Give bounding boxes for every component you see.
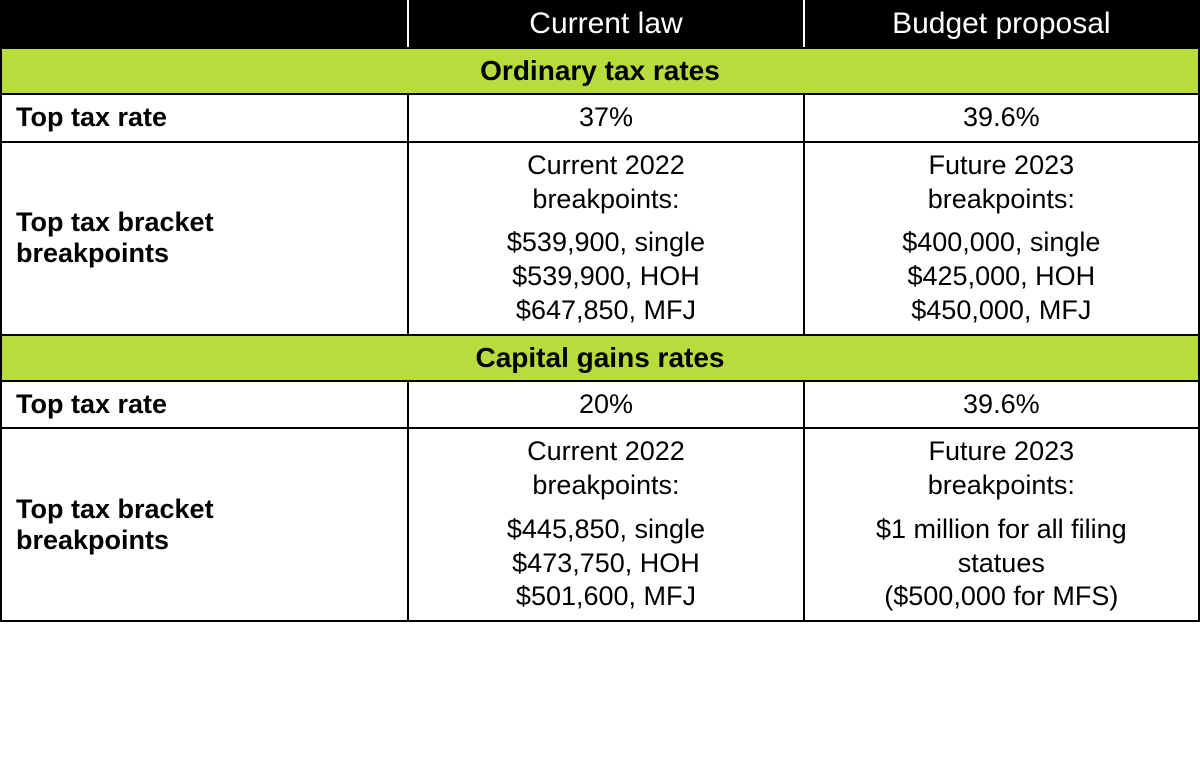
cell-proposal: Future 2023 breakpoints: $400,000, singl… <box>804 142 1199 335</box>
cell-value-line: $450,000, MFJ <box>815 294 1188 328</box>
cell-value-line: $425,000, HOH <box>815 260 1188 294</box>
cell-value-line: $647,850, MFJ <box>419 294 792 328</box>
cell-heading-line: Current 2022 <box>419 149 792 183</box>
row-label-line: Top tax bracket <box>16 207 397 238</box>
table-row: Top tax rate 37% 39.6% <box>1 94 1199 142</box>
header-budget-proposal: Budget proposal <box>804 0 1199 48</box>
cell-heading-line: breakpoints: <box>815 469 1188 503</box>
cell-value-line: $1 million for all filing <box>815 513 1188 547</box>
cell-value-line: $473,750, HOH <box>419 547 792 581</box>
cell-current: Current 2022 breakpoints: $445,850, sing… <box>408 428 803 621</box>
row-label: Top tax rate <box>1 94 408 142</box>
cell-value-line: ($500,000 for MFS) <box>815 580 1188 614</box>
row-label-line: breakpoints <box>16 525 397 556</box>
cell-value-line: $539,900, single <box>419 226 792 260</box>
cell-heading-line: Future 2023 <box>815 435 1188 469</box>
cell-value-line: $445,850, single <box>419 513 792 547</box>
row-label: Top tax bracket breakpoints <box>1 142 408 335</box>
section-header-capital-gains: Capital gains rates <box>1 335 1199 381</box>
table-row: Top tax rate 20% 39.6% <box>1 381 1199 429</box>
cell-value-line: $539,900, HOH <box>419 260 792 294</box>
tax-comparison-table: Current law Budget proposal Ordinary tax… <box>0 0 1200 622</box>
cell-value-line: $501,600, MFJ <box>419 580 792 614</box>
cell-proposal: Future 2023 breakpoints: $1 million for … <box>804 428 1199 621</box>
cell-current: 37% <box>408 94 803 142</box>
row-label-line: breakpoints <box>16 238 397 269</box>
cell-current: Current 2022 breakpoints: $539,900, sing… <box>408 142 803 335</box>
cell-proposal: 39.6% <box>804 94 1199 142</box>
cell-heading-line: breakpoints: <box>419 469 792 503</box>
tax-comparison-table-container: Current law Budget proposal Ordinary tax… <box>0 0 1200 767</box>
cell-value-line: statues <box>815 547 1188 581</box>
cell-heading-line: Current 2022 <box>419 435 792 469</box>
section-header-ordinary: Ordinary tax rates <box>1 48 1199 94</box>
section-title: Capital gains rates <box>1 335 1199 381</box>
cell-current: 20% <box>408 381 803 429</box>
header-blank <box>1 0 408 48</box>
section-title: Ordinary tax rates <box>1 48 1199 94</box>
header-current-law: Current law <box>408 0 803 48</box>
table-row: Top tax bracket breakpoints Current 2022… <box>1 142 1199 335</box>
row-label: Top tax bracket breakpoints <box>1 428 408 621</box>
cell-proposal: 39.6% <box>804 381 1199 429</box>
row-label: Top tax rate <box>1 381 408 429</box>
cell-value-line: $400,000, single <box>815 226 1188 260</box>
row-label-line: Top tax bracket <box>16 494 397 525</box>
table-header-row: Current law Budget proposal <box>1 0 1199 48</box>
cell-heading-line: Future 2023 <box>815 149 1188 183</box>
cell-heading-line: breakpoints: <box>815 183 1188 217</box>
table-row: Top tax bracket breakpoints Current 2022… <box>1 428 1199 621</box>
cell-heading-line: breakpoints: <box>419 183 792 217</box>
table-body: Ordinary tax rates Top tax rate 37% 39.6… <box>1 48 1199 621</box>
